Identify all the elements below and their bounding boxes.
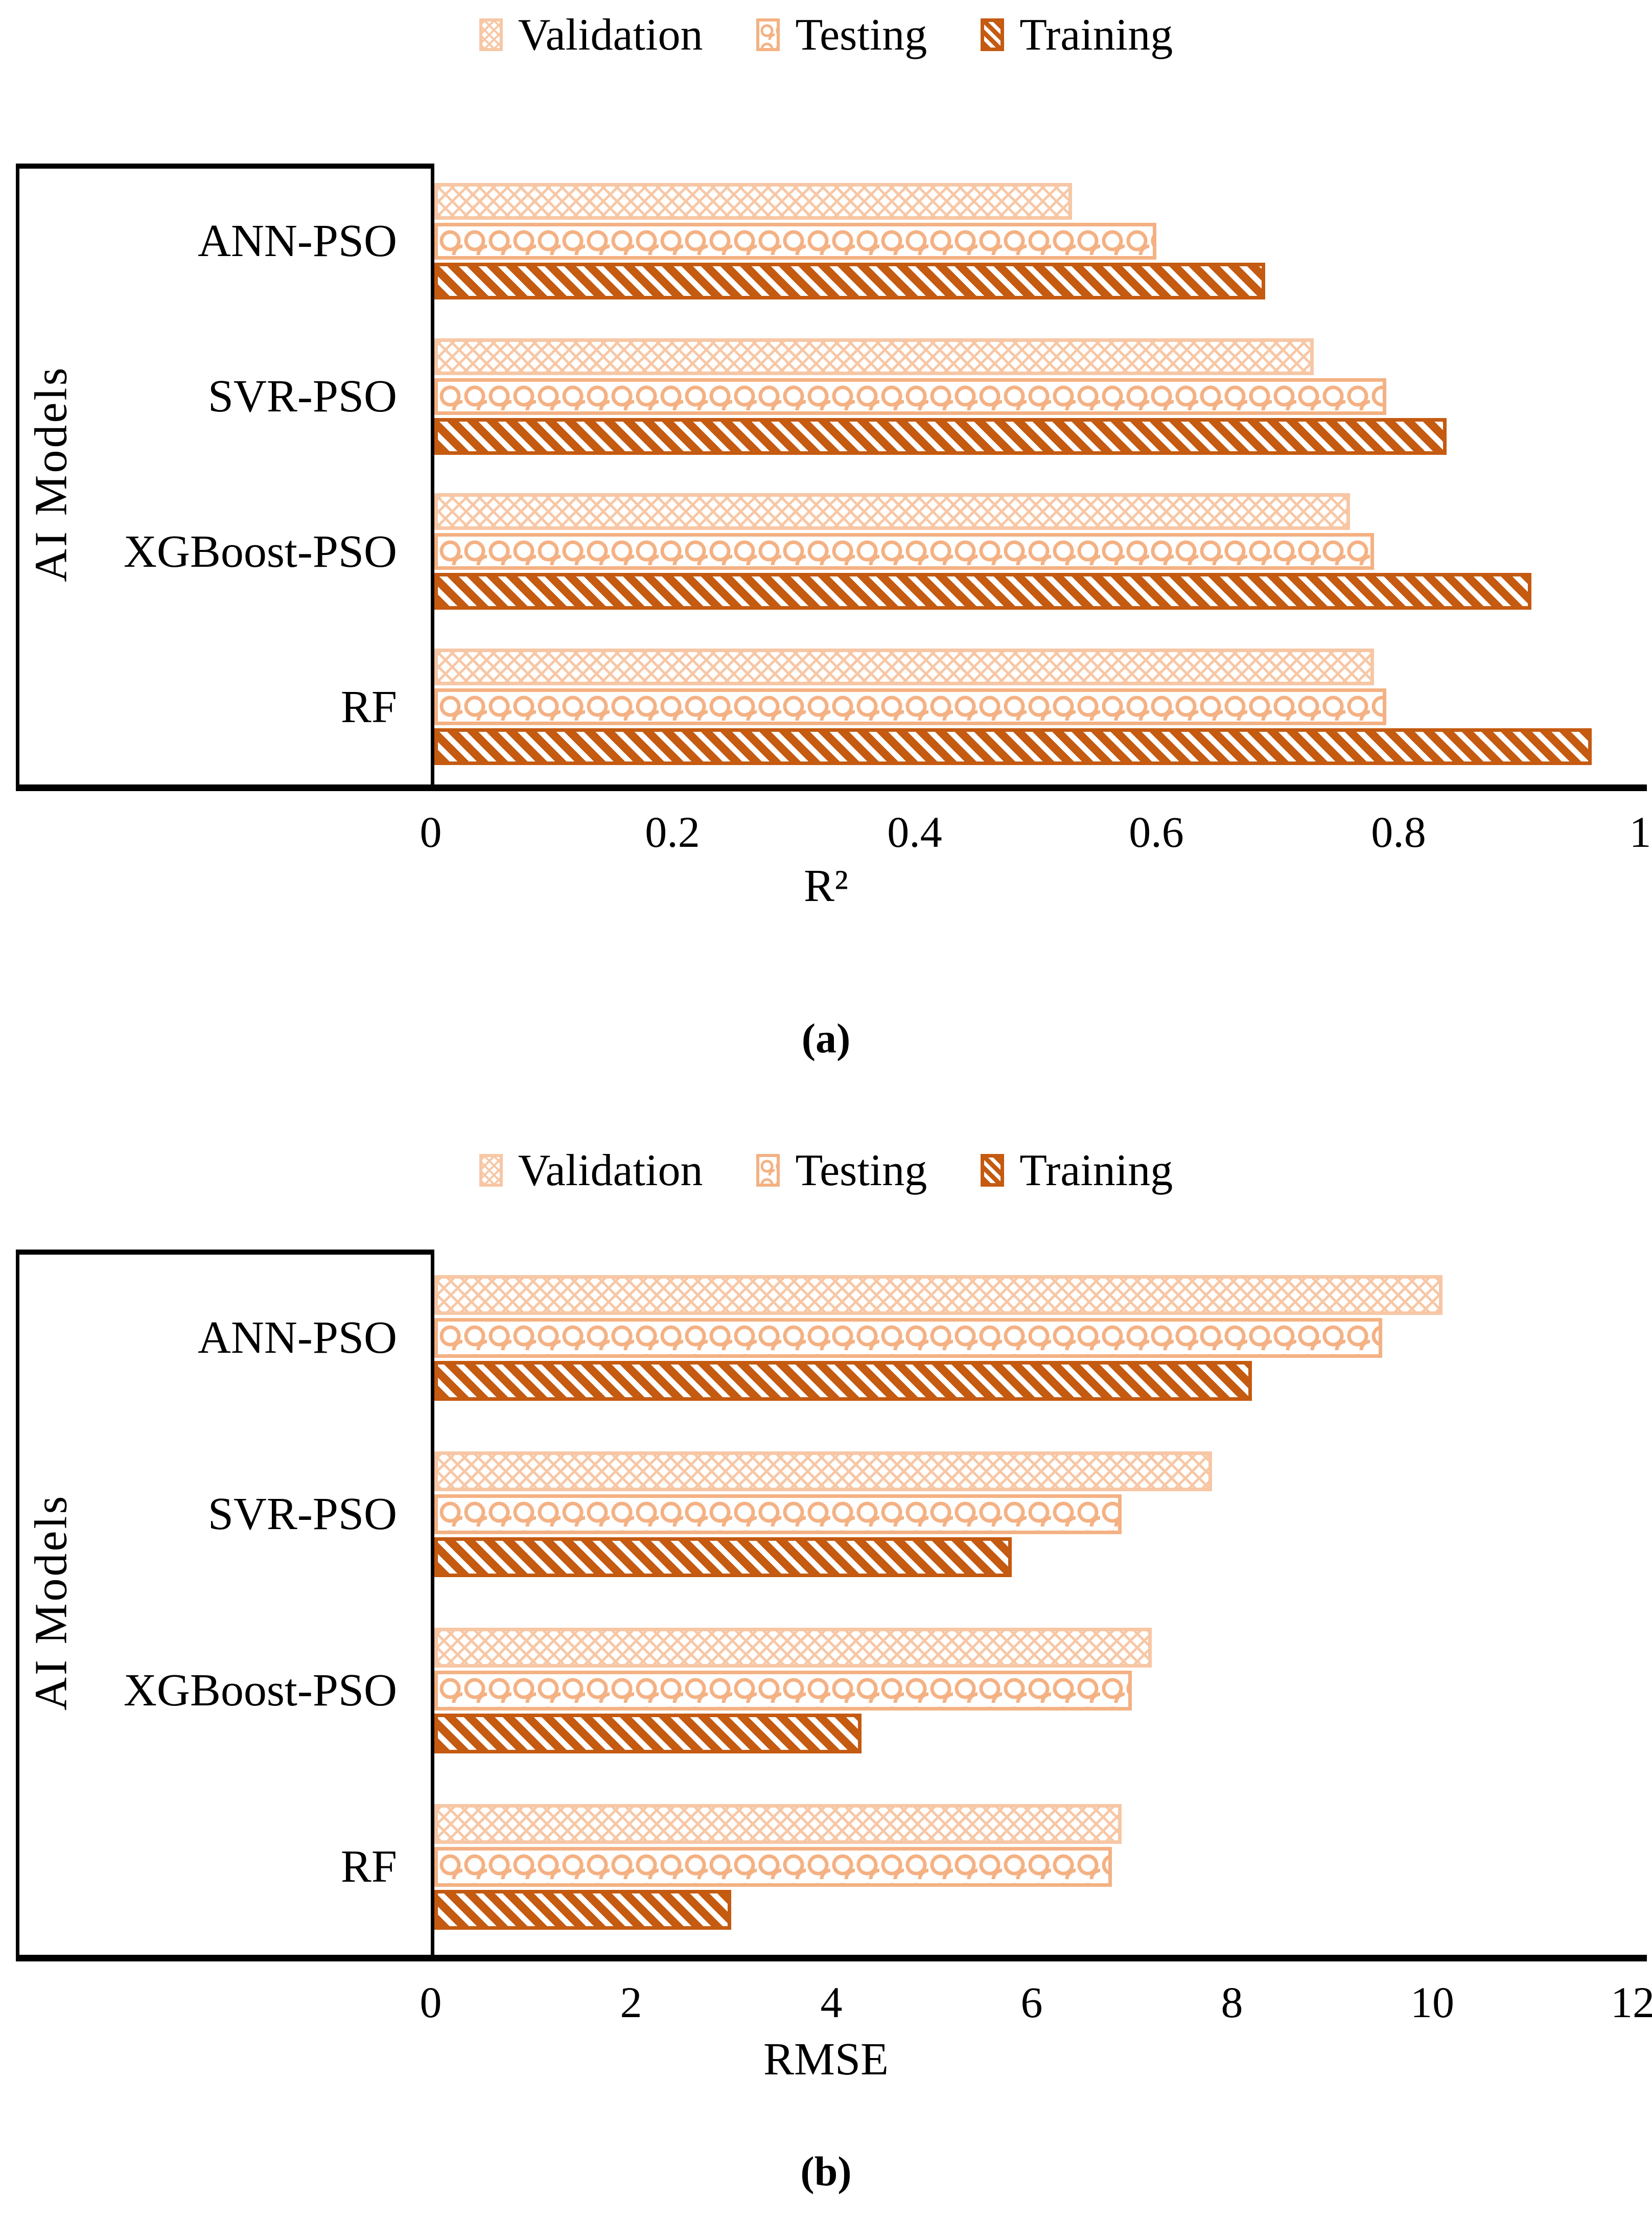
plot-top-border xyxy=(16,164,434,169)
y-axis-line xyxy=(431,1250,434,1955)
bar-svr-pso-testing xyxy=(434,378,1386,415)
x-tick-0.8: 0.8 xyxy=(1371,807,1426,857)
legend-swatch-testing xyxy=(756,18,780,51)
x-axis-line xyxy=(16,784,1647,791)
legend-item-validation: Validation xyxy=(479,9,703,61)
legend-swatch-training xyxy=(981,1154,1005,1187)
x-tick-12: 12 xyxy=(1611,1978,1652,2027)
y-axis-line xyxy=(431,164,434,784)
legend-swatch-validation xyxy=(479,18,503,51)
category-label-xgboost-pso: XGBoost-PSO xyxy=(123,526,397,577)
x-tick-0: 0 xyxy=(420,1978,442,2027)
bar-ann-pso-validation xyxy=(434,183,1072,220)
x-axis-line xyxy=(16,1955,1647,1961)
x-tick-0: 0 xyxy=(420,807,442,857)
legend: Validation Testing Training xyxy=(0,9,1652,61)
legend-item-testing: Testing xyxy=(756,1145,927,1196)
plot-area xyxy=(16,1250,1647,1961)
bar-svr-pso-testing xyxy=(434,1494,1122,1534)
figure-caption-b: (b) xyxy=(800,2148,852,2194)
plot-area xyxy=(16,164,1647,791)
bar-xgboost-pso-testing xyxy=(434,533,1374,570)
legend-item-label: Training xyxy=(1019,1145,1173,1195)
category-label-svr-pso: SVR-PSO xyxy=(207,1489,397,1539)
bar-ann-pso-training xyxy=(434,1361,1252,1401)
bar-rf-validation xyxy=(434,1804,1122,1844)
bar-xgboost-pso-training xyxy=(434,573,1531,610)
legend-item-label: Training xyxy=(1019,10,1173,60)
x-axis-title: RMSE xyxy=(763,2034,889,2085)
legend-item-label: Validation xyxy=(518,1145,703,1195)
x-tick-0.6: 0.6 xyxy=(1129,807,1184,857)
category-label-rf: RF xyxy=(340,681,397,732)
plot-left-border xyxy=(16,164,19,784)
legend: Validation Testing Training xyxy=(0,1146,1652,1195)
bar-ann-pso-training xyxy=(434,263,1265,299)
bar-ann-pso-testing xyxy=(434,1318,1382,1358)
legend-item-training: Training xyxy=(981,1145,1173,1196)
category-label-rf: RF xyxy=(340,1841,397,1892)
legend-item-validation: Validation xyxy=(479,1145,703,1196)
bar-xgboost-pso-training xyxy=(434,1714,862,1753)
x-tick-6: 6 xyxy=(1020,1978,1043,2027)
x-axis-title: R² xyxy=(803,861,848,911)
x-tick-0.2: 0.2 xyxy=(645,807,700,857)
legend-item-label: Testing xyxy=(795,1145,927,1195)
category-label-ann-pso: ANN-PSO xyxy=(197,216,397,267)
bar-svr-pso-training xyxy=(434,1537,1012,1577)
bar-rf-testing xyxy=(434,1847,1112,1887)
bar-rf-testing xyxy=(434,688,1386,725)
bar-ann-pso-testing xyxy=(434,223,1156,260)
category-label-ann-pso: ANN-PSO xyxy=(197,1312,397,1363)
chart-a: Validation Testing Training AI Models 0 0.2… xyxy=(0,9,1652,1061)
bar-xgboost-pso-validation xyxy=(434,493,1350,530)
legend-item-training: Training xyxy=(981,9,1173,61)
legend-item-testing: Testing xyxy=(756,9,927,61)
bar-rf-training xyxy=(434,1890,731,1930)
bar-xgboost-pso-validation xyxy=(434,1628,1152,1668)
bar-svr-pso-validation xyxy=(434,1451,1212,1491)
bar-rf-validation xyxy=(434,649,1374,685)
legend-swatch-validation xyxy=(479,1154,503,1187)
figure-caption-a: (a) xyxy=(801,1015,851,1061)
x-tick-2: 2 xyxy=(620,1978,642,2027)
bar-xgboost-pso-testing xyxy=(434,1671,1132,1711)
category-label-svr-pso: SVR-PSO xyxy=(207,371,397,422)
legend-item-label: Testing xyxy=(795,10,927,60)
bar-rf-training xyxy=(434,728,1592,765)
x-tick-1: 1 xyxy=(1629,807,1651,857)
category-label-xgboost-pso: XGBoost-PSO xyxy=(123,1665,397,1716)
x-tick-10: 10 xyxy=(1410,1978,1454,2027)
plot-left-border xyxy=(16,1250,19,1955)
x-tick-4: 4 xyxy=(820,1978,843,2027)
x-tick-0.4: 0.4 xyxy=(887,807,942,857)
bar-ann-pso-validation xyxy=(434,1275,1442,1315)
legend-item-label: Validation xyxy=(518,10,703,60)
plot-top-border xyxy=(16,1250,434,1255)
bar-svr-pso-training xyxy=(434,418,1447,455)
x-tick-8: 8 xyxy=(1221,1978,1243,2027)
legend-swatch-testing xyxy=(756,1154,780,1187)
bar-svr-pso-validation xyxy=(434,338,1314,375)
legend-swatch-training xyxy=(981,18,1005,51)
